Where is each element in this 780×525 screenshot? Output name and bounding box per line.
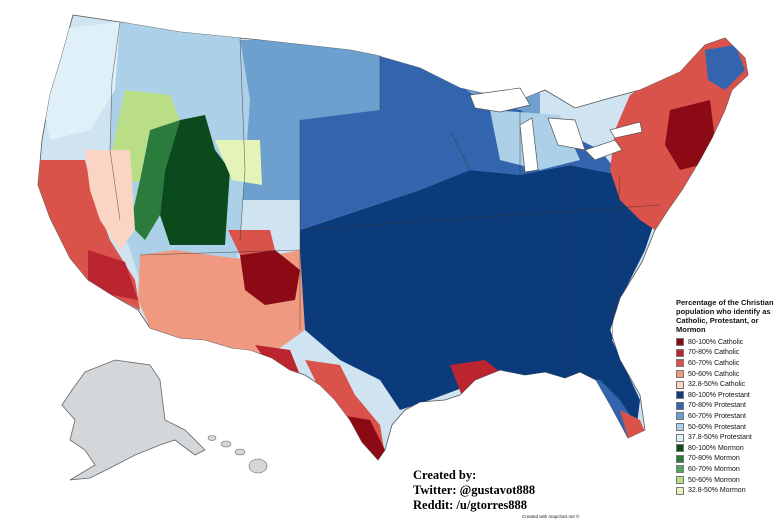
legend-item: 70-80% Catholic — [676, 348, 776, 359]
region-south-florida — [620, 410, 645, 438]
legend-swatch — [676, 359, 684, 368]
region-new-mexico-core — [240, 250, 300, 305]
legend-item: 80-100% Protestant — [676, 390, 776, 401]
legend-swatch — [676, 391, 684, 400]
region-nevada — [85, 150, 135, 250]
legend-item: 50-60% Mormon — [676, 475, 776, 486]
legend-swatch — [676, 338, 684, 347]
credits-twitter: Twitter: @gustavot888 — [413, 483, 536, 497]
region-maine — [705, 45, 745, 90]
legend-items: 80-100% Catholic 70-80% Catholic 60-70% Ca… — [676, 337, 776, 496]
legend-label: 37.8-50% Protestant — [688, 434, 752, 442]
legend-item: 60-70% Catholic — [676, 358, 776, 369]
legend-label: 70-80% Mormon — [688, 455, 740, 463]
region-socal — [88, 250, 138, 300]
legend-item: 37.8-50% Protestant — [676, 432, 776, 443]
legend-item: 80-100% Catholic — [676, 337, 776, 348]
legend-item: 50-60% Catholic — [676, 369, 776, 380]
legend-swatch — [676, 412, 684, 421]
legend-label: 80-100% Mormon — [688, 444, 744, 452]
credits: Created by: Twitter: @gustavot888 Reddit… — [413, 468, 535, 513]
legend-label: 60-70% Protestant — [688, 412, 746, 420]
legend-swatch — [676, 454, 684, 463]
footer-credit: Created with mapchart.net © — [522, 514, 580, 519]
legend-swatch — [676, 401, 684, 410]
region-colorado-south — [228, 230, 275, 255]
legend-label: 50-60% Mormon — [688, 476, 740, 484]
region-south-protestant — [300, 165, 660, 440]
legend-label: 32.8-50% Catholic — [688, 381, 746, 389]
legend-item: 70-80% Protestant — [676, 401, 776, 412]
legend-swatch — [676, 380, 684, 389]
state-lines — [109, 21, 661, 379]
legend-swatch — [676, 476, 684, 485]
hawaii — [207, 435, 268, 474]
region-mormon-mid — [130, 120, 180, 240]
legend: Percentage of the Christian population w… — [676, 298, 776, 496]
legend-label: 60-70% Catholic — [688, 359, 740, 367]
legend-label: 80-100% Catholic — [688, 338, 744, 346]
legend-swatch — [676, 444, 684, 453]
alaska — [61, 359, 206, 481]
region-florida — [565, 378, 640, 438]
legend-item: 60-70% Protestant — [676, 411, 776, 422]
great-lakes — [469, 87, 643, 173]
legend-label: 50-60% Protestant — [688, 423, 746, 431]
legend-swatch — [676, 370, 684, 379]
legend-swatch — [676, 486, 684, 495]
region-new-england-core — [665, 100, 715, 170]
legend-label: 80-100% Protestant — [688, 391, 750, 399]
legend-item: 60-70% Mormon — [676, 464, 776, 475]
legend-item: 32.8-50% Catholic — [676, 379, 776, 390]
legend-label: 70-80% Protestant — [688, 402, 746, 410]
credits-reddit: Reddit: /u/gtorres888 — [413, 498, 527, 512]
legend-swatch — [676, 433, 684, 442]
legend-item: 50-60% Protestant — [676, 422, 776, 433]
legend-label: 60-70% Mormon — [688, 465, 740, 473]
legend-swatch — [676, 465, 684, 474]
legend-swatch — [676, 423, 684, 432]
legend-item: 32.8-50% Mormon — [676, 485, 776, 496]
legend-label: 70-80% Catholic — [688, 349, 740, 357]
legend-swatch — [676, 348, 684, 357]
legend-title: Percentage of the Christian population w… — [676, 298, 774, 334]
region-plains — [300, 110, 470, 230]
legend-item: 70-80% Mormon — [676, 454, 776, 465]
legend-label: 32.8-50% Mormon — [688, 487, 746, 495]
legend-item: 80-100% Mormon — [676, 443, 776, 454]
credits-line-1: Created by: — [413, 468, 477, 482]
region-mormon-pale — [215, 140, 262, 185]
legend-label: 50-60% Catholic — [688, 370, 740, 378]
region-mormon-core — [160, 115, 230, 245]
